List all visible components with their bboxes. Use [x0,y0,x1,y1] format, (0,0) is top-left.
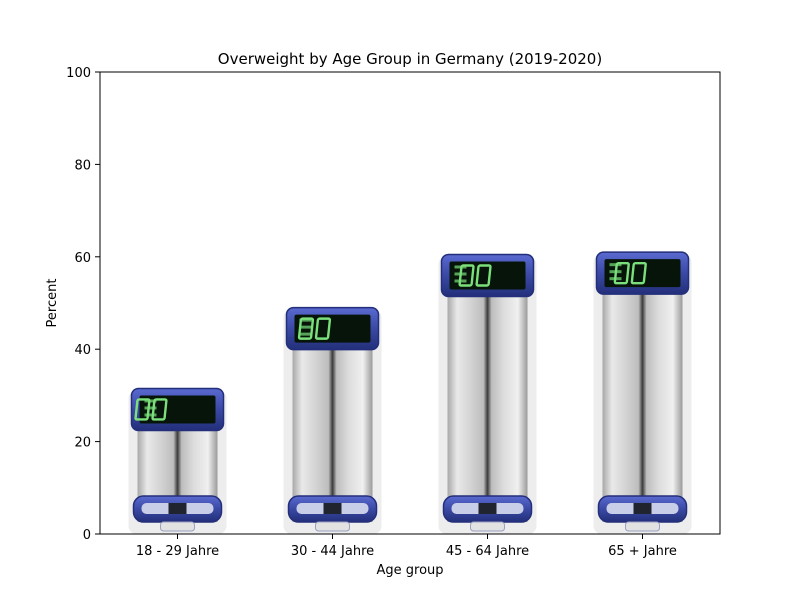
bars-group [128,251,692,534]
bar-foot [315,521,350,532]
y-axis-label: Percent [45,279,60,328]
x-axis: 18 - 29 Jahre 30 - 44 Jahre 45 - 64 Jahre 6… [136,534,677,559]
y-axis: 0 20 40 60 80 100 [66,66,100,543]
chart-title: Overweight by Age Group in Germany (2019… [218,50,602,68]
x-tick-label: 45 - 64 Jahre [446,544,529,559]
bar-base-switch [168,503,187,514]
y-tick-label: 100 [66,66,91,81]
y-tick-label: 0 [83,528,91,543]
display-indicator [144,406,157,410]
x-tick-label: 18 - 29 Jahre [136,544,219,559]
display-digit [151,398,168,421]
bar [283,306,382,534]
bar [128,387,227,534]
display-digit [314,317,332,340]
display-digit [630,261,647,285]
display-digit [613,261,630,285]
x-tick-label: 65 + Jahre [608,544,677,559]
bar-column [292,333,373,522]
bar-foot [470,521,505,532]
y-tick-label: 40 [74,343,91,358]
x-tick-label: 30 - 44 Jahre [291,544,374,559]
display-digit [134,398,151,421]
y-tick-label: 60 [74,251,91,266]
bar-column [447,280,528,522]
bar-display [449,261,526,290]
bar-base-switch [478,503,497,514]
plot-frame [99,71,721,535]
display-indicator [144,413,157,417]
display-indicator [299,325,312,329]
bar-column [602,278,683,522]
display-digit [297,317,315,340]
bar-display [604,259,681,288]
display-digit [458,264,475,287]
y-tick-label: 80 [74,158,91,173]
display-indicator [299,318,312,322]
bar-base-switch [633,503,652,514]
display-indicator [299,332,312,336]
bar-foot [625,521,660,532]
x-axis-label: Age group [376,563,443,578]
display-digit [475,264,492,287]
bar-display [139,395,216,424]
bar-foot [160,521,195,532]
y-tick-label: 20 [74,436,91,451]
bar [438,253,537,534]
bar [593,251,692,534]
bar-base-switch [323,503,342,514]
